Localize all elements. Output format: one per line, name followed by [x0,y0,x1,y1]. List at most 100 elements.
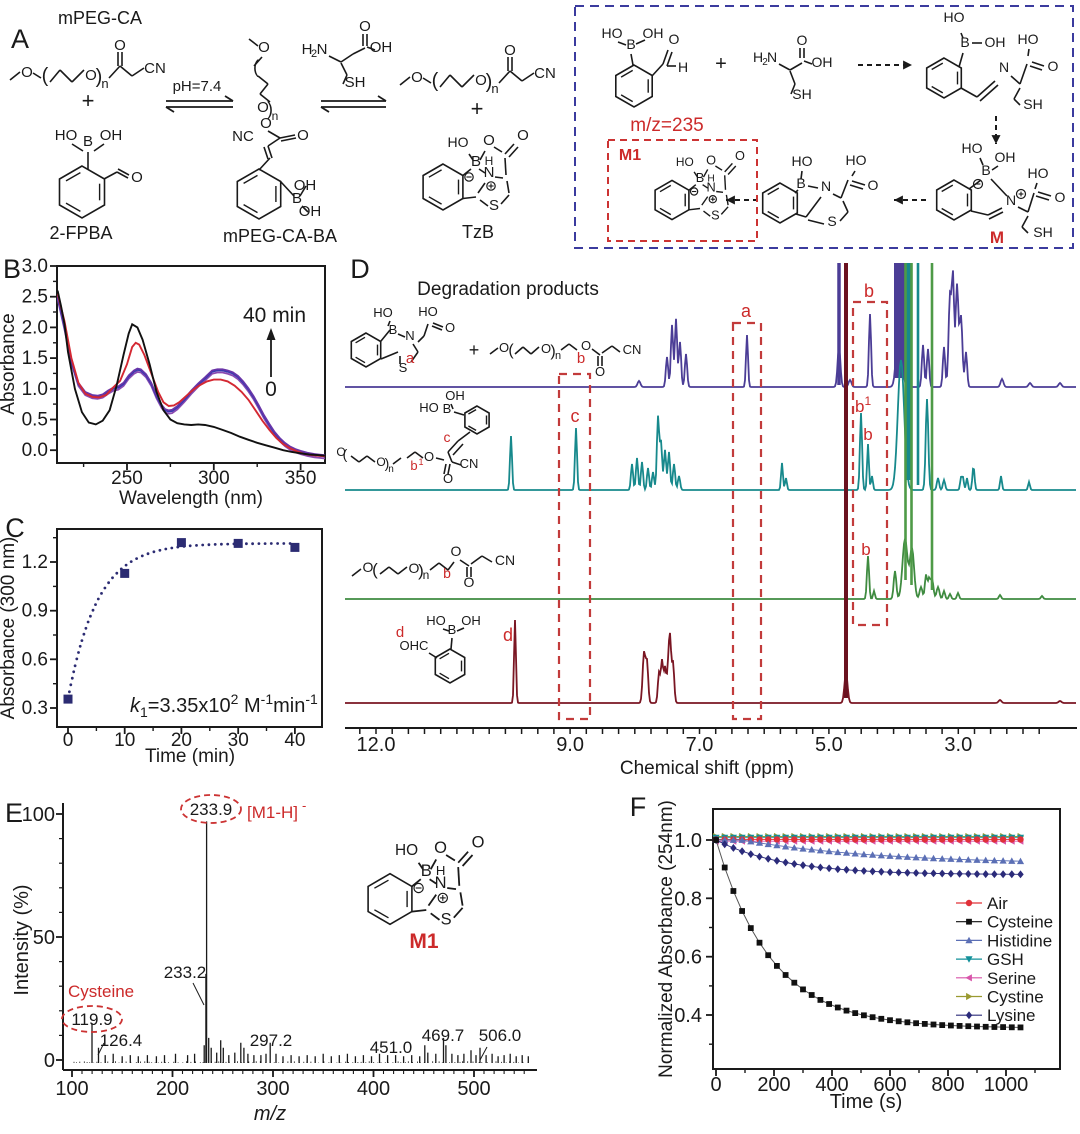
svg-text:B: B [471,153,481,170]
svg-text:OH: OH [995,149,1016,165]
svg-text:OH: OH [299,203,322,220]
svg-text:a: a [741,301,752,321]
svg-text:0.4: 0.4 [674,1005,702,1027]
svg-text:800: 800 [931,1074,964,1096]
svg-text:B: B [626,36,635,52]
svg-text:N: N [405,328,414,343]
svg-text:D: D [350,254,370,284]
svg-text:HO: HO [373,305,393,320]
svg-text:20: 20 [171,730,192,751]
svg-text:O: O [434,839,447,857]
svg-text:HO: HO [846,152,867,168]
svg-text:H: H [753,49,763,65]
svg-text:N: N [317,41,328,58]
svg-text:O: O [483,132,495,149]
svg-text:O: O [443,471,453,486]
svg-text:c: c [444,429,451,445]
svg-text:SH: SH [792,86,811,102]
svg-text:B: B [389,322,398,337]
svg-text:B: B [3,254,21,284]
svg-text:HO: HO [419,400,439,415]
svg-text:O: O [706,152,716,167]
svg-text:0.0: 0.0 [22,440,48,461]
svg-text:0: 0 [44,1050,55,1072]
svg-text:(: ( [253,57,259,77]
svg-text:200: 200 [156,1078,189,1100]
svg-text:b: b [410,458,417,473]
svg-text:O: O [409,560,420,576]
svg-text:O: O [464,574,475,590]
svg-text:HO: HO [944,9,965,25]
svg-text:233.2: 233.2 [164,963,207,982]
svg-text:O: O [475,72,487,89]
svg-text:): ) [96,66,103,88]
svg-text:A: A [11,24,29,54]
svg-text:N: N [706,180,715,195]
svg-text:O: O [868,177,879,193]
svg-text:CN: CN [495,552,515,568]
svg-text:O: O [260,115,272,132]
svg-text:O: O [504,42,516,59]
svg-text:Chemical shift (ppm): Chemical shift (ppm) [620,758,794,779]
svg-text:B: B [796,175,805,191]
svg-text:O: O [424,449,434,464]
svg-text:0.5: 0.5 [22,410,48,431]
svg-text:Cysteine: Cysteine [68,982,134,1001]
svg-text:O: O [257,99,269,116]
svg-text:OH: OH [643,25,664,41]
svg-text:B: B [83,133,93,150]
svg-text:7.0: 7.0 [686,734,714,756]
svg-text:O: O [359,18,371,35]
svg-text:(: ( [508,342,514,359]
svg-text:B: B [292,190,302,207]
svg-text:1.2: 1.2 [22,552,48,573]
svg-text:HO: HO [602,25,623,41]
svg-text:HO: HO [426,613,446,628]
svg-text:Histidine: Histidine [987,931,1052,950]
svg-text:2.0: 2.0 [22,317,48,338]
svg-text:1.0: 1.0 [22,379,48,400]
svg-text:B: B [421,862,432,880]
svg-text:Intensity (%): Intensity (%) [11,884,33,995]
svg-text:Cysteine: Cysteine [987,913,1053,932]
svg-text:SH: SH [345,74,366,91]
svg-text:+: + [82,88,95,113]
svg-text:Serine: Serine [987,969,1036,988]
svg-text:0.6: 0.6 [674,947,702,969]
svg-text:350: 350 [285,468,317,489]
svg-text:[M1-H]: [M1-H] [247,803,298,822]
svg-text:O: O [21,64,33,81]
svg-text:HO: HO [792,153,813,169]
svg-text:3.0: 3.0 [944,734,972,756]
svg-text:O: O [131,169,143,186]
svg-text:300: 300 [198,468,230,489]
svg-text:SH: SH [1023,96,1042,112]
svg-text:O: O [451,543,462,559]
svg-text:H: H [302,41,313,58]
svg-text:b: b [577,350,585,367]
svg-text:): ) [385,455,390,471]
svg-text:O: O [1048,58,1059,74]
svg-text:119.9: 119.9 [71,1010,112,1029]
svg-text:0.3: 0.3 [22,698,48,719]
svg-text:233.9: 233.9 [190,800,233,819]
svg-text:100: 100 [22,804,55,826]
svg-text:40: 40 [284,730,305,751]
svg-text:469.7: 469.7 [422,1026,465,1045]
svg-text:Time (s): Time (s) [830,1091,903,1113]
svg-text:+: + [715,53,727,75]
svg-text:n: n [555,350,561,362]
svg-text:): ) [267,99,273,119]
svg-text:): ) [550,343,555,360]
svg-text:HO: HO [1028,165,1049,181]
svg-text:+: + [469,340,480,360]
svg-text:M1: M1 [409,930,438,953]
svg-text:H: H [707,173,714,184]
svg-text:n: n [101,76,108,91]
svg-text:n: n [388,464,394,475]
svg-text:2.5: 2.5 [22,287,48,308]
svg-text:c: c [571,406,580,426]
svg-text:N: N [435,874,447,892]
svg-text:0.8: 0.8 [674,888,702,910]
svg-text:100: 100 [55,1078,88,1100]
